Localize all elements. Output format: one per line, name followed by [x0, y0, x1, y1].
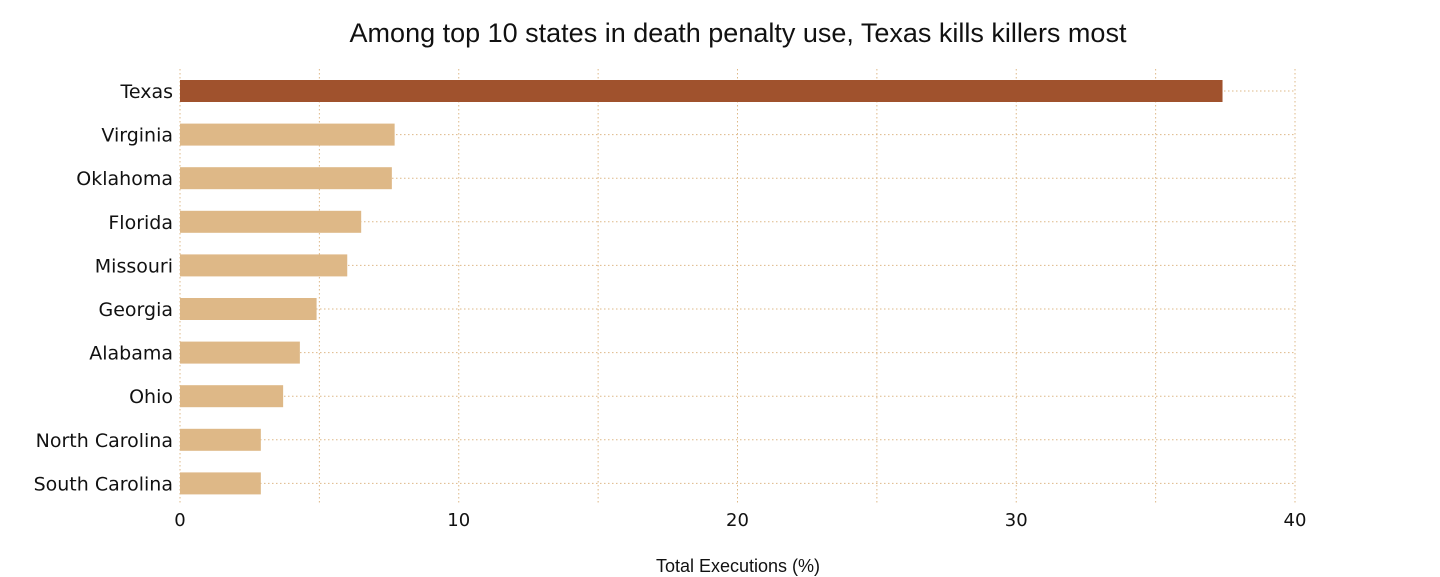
category-label: Ohio [129, 386, 173, 408]
bar-missouri [180, 254, 348, 277]
bar-oklahoma [180, 167, 392, 190]
category-label: Texas [119, 81, 173, 103]
bar-virginia [180, 123, 395, 146]
x-tick-label: 0 [174, 510, 185, 531]
chart-title: Among top 10 states in death penalty use… [349, 18, 1127, 48]
bar-florida [180, 210, 362, 233]
bar-south-carolina [180, 472, 261, 495]
bar-north-carolina [180, 428, 261, 451]
x-tick-label: 10 [447, 510, 470, 531]
bar-georgia [180, 298, 317, 320]
category-label: Virginia [101, 125, 173, 147]
bar-ohio [180, 385, 284, 408]
bar-alabama [180, 341, 300, 364]
category-label: North Carolina [36, 430, 173, 452]
category-label: South Carolina [34, 473, 173, 495]
category-label: Alabama [89, 343, 173, 365]
category-label: Georgia [99, 299, 174, 321]
category-label: Oklahoma [76, 168, 173, 190]
x-axis-title: Total Executions (%) [655, 556, 821, 576]
x-tick-label: 30 [1005, 510, 1028, 531]
x-tick-label: 40 [1284, 510, 1307, 531]
bar-texas [180, 80, 1223, 102]
category-label: Florida [108, 212, 173, 234]
category-label: Missouri [95, 255, 173, 277]
x-tick-label: 20 [726, 510, 749, 531]
